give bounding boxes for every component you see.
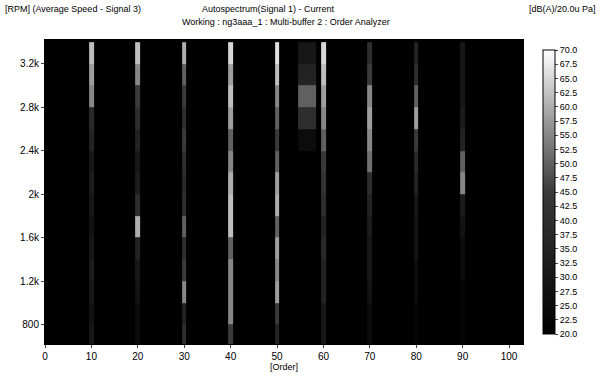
svg-text:27.5: 27.5 [560,287,578,297]
svg-text:80: 80 [411,351,423,362]
svg-text:37.5: 37.5 [560,230,578,240]
svg-text:32.5: 32.5 [560,258,578,268]
svg-text:20: 20 [132,351,144,362]
svg-text:25.0: 25.0 [560,301,578,311]
svg-text:40.0: 40.0 [560,216,578,226]
svg-text:60: 60 [318,351,330,362]
svg-text:3.2k: 3.2k [20,58,40,69]
svg-text:62.5: 62.5 [560,88,578,98]
svg-text:67.5: 67.5 [560,59,578,69]
svg-text:22.5: 22.5 [560,315,578,325]
svg-text:20.0: 20.0 [560,329,578,339]
svg-text:1.6k: 1.6k [20,232,40,243]
svg-text:60.0: 60.0 [560,102,578,112]
svg-text:65.0: 65.0 [560,74,578,84]
svg-text:0: 0 [42,351,48,362]
svg-text:55.0: 55.0 [560,130,578,140]
svg-text:30.0: 30.0 [560,272,578,282]
svg-text:42.5: 42.5 [560,201,578,211]
svg-text:30: 30 [179,351,191,362]
svg-text:52.5: 52.5 [560,145,578,155]
svg-text:[dB(A)/20.0u Pa]: [dB(A)/20.0u Pa] [529,4,596,14]
svg-text:10: 10 [86,351,98,362]
svg-text:Autospectrum(Signal 1) - Curre: Autospectrum(Signal 1) - Current [202,4,335,14]
svg-text:50: 50 [271,351,283,362]
svg-text:2.8k: 2.8k [20,102,40,113]
svg-text:50.0: 50.0 [560,159,578,169]
svg-text:45.0: 45.0 [560,187,578,197]
svg-text:Working : ng3aaa_1 : Multi-buf: Working : ng3aaa_1 : Multi-buffer 2 : Or… [182,17,390,27]
svg-text:47.5: 47.5 [560,173,578,183]
svg-text:35.0: 35.0 [560,244,578,254]
svg-text:57.5: 57.5 [560,116,578,126]
svg-text:40: 40 [225,351,237,362]
svg-text:2k: 2k [28,189,40,200]
svg-text:800: 800 [22,319,39,330]
svg-text:100: 100 [501,351,518,362]
svg-text:1.2k: 1.2k [20,276,40,287]
svg-text:[RPM] (Average Speed - Signal: [RPM] (Average Speed - Signal 3) [5,4,141,14]
svg-text:70: 70 [364,351,376,362]
svg-text:90: 90 [457,351,469,362]
svg-text:[Order]: [Order] [270,362,298,372]
svg-text:70.0: 70.0 [560,45,578,55]
svg-text:2.4k: 2.4k [20,145,40,156]
